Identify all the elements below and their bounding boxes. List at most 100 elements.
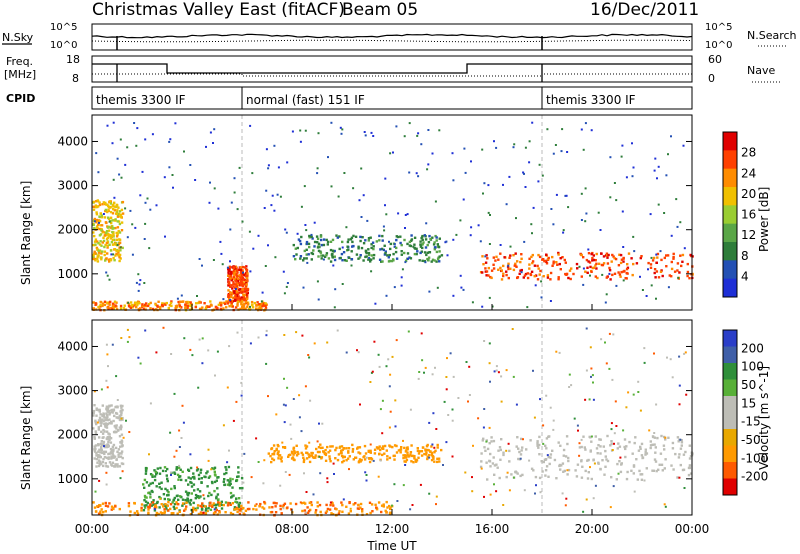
- velocity-cell-415: [193, 489, 196, 492]
- velocity-cell-903: [544, 458, 548, 461]
- velocity-cell-114: [110, 449, 113, 452]
- power-cell-1085: [520, 257, 523, 260]
- velocity-speckle-199: [507, 442, 510, 445]
- power-cell-930: [395, 246, 398, 250]
- power-cell-30: [100, 258, 103, 261]
- power-cell-135: [101, 241, 104, 244]
- power-cell-990: [317, 242, 321, 245]
- power-cell-847: [346, 240, 350, 244]
- velocity-cell-381: [189, 466, 193, 470]
- power-cell-257: [92, 257, 95, 261]
- velocity-cell-764: [290, 450, 294, 453]
- velocity-cell-587: [405, 458, 409, 462]
- power-cell-676: [165, 301, 168, 305]
- power-speckle-306: [168, 166, 171, 169]
- power-cell-714: [119, 307, 123, 310]
- power-cell-489: [235, 273, 238, 276]
- velocity-cell-201: [97, 443, 100, 446]
- power-speckle-244: [523, 172, 525, 175]
- velocity-cell-1235: [127, 502, 131, 505]
- power-cell-1162: [485, 270, 489, 273]
- power-speckle-23: [229, 299, 232, 301]
- velocity-cell-614: [369, 457, 373, 460]
- velocity-speckle-255: [137, 356, 140, 359]
- power-speckle-305: [316, 172, 319, 175]
- velocity-speckle-260: [576, 424, 579, 427]
- velocity-cell-1061: [199, 504, 202, 508]
- velocity-cell-38: [92, 409, 96, 413]
- power-cell-201: [99, 224, 102, 227]
- power-cell-147: [118, 238, 122, 242]
- power-cell-590: [175, 304, 179, 307]
- velocity-cell-1097: [246, 507, 250, 511]
- velocity-speckle-40: [257, 461, 260, 463]
- power-cell-534: [99, 305, 102, 308]
- power-cell-1251: [515, 265, 518, 268]
- velocity-cell-1089: [239, 507, 243, 510]
- cpid-modes: themis 3300 IF normal (fast) 151 IF themis…: [96, 87, 636, 109]
- velocity-cell-42: [119, 445, 122, 448]
- power-cell-399: [230, 284, 233, 287]
- velocity-cell-185: [120, 442, 123, 445]
- power-cell-699: [130, 304, 133, 307]
- velocity-cell-709: [329, 460, 332, 463]
- power-cell-1236: [567, 276, 570, 280]
- velocity-speckle-293: [255, 437, 258, 440]
- velocity-speckle-259: [265, 329, 268, 332]
- power-speckle-341: [631, 175, 634, 178]
- velocity-speckle-300: [431, 373, 434, 376]
- velocity-cell-170: [120, 462, 124, 465]
- power-cell-1296: [549, 278, 552, 281]
- velocity-cell-186: [98, 462, 101, 466]
- velocity-cell-1035: [689, 454, 693, 458]
- velocity-speckle-216: [312, 493, 315, 496]
- velocity-cell-269: [215, 497, 218, 500]
- power-cell-161: [120, 221, 124, 224]
- power-cell-1235: [509, 267, 512, 270]
- velocity-cell-1206: [349, 510, 352, 513]
- power-cell-1143: [595, 267, 598, 270]
- velocity-cell-1102: [110, 508, 113, 511]
- velocity-cell-907: [536, 440, 539, 443]
- velocity-cell-783: [482, 437, 485, 440]
- velocity-speckle-240: [594, 484, 597, 487]
- power-speckle-310: [487, 184, 490, 187]
- velocity-cell-1163: [281, 505, 285, 508]
- velocity-speckle-17: [568, 373, 571, 376]
- power-cell-1121: [611, 273, 614, 277]
- velocity-cell-1123: [280, 512, 283, 515]
- velocity-cell-1028: [499, 458, 502, 461]
- power-cell-1086: [537, 267, 540, 270]
- power-speckle-279: [425, 222, 428, 225]
- velocity-cell-264: [163, 497, 166, 501]
- velocity-cell-192: [92, 411, 95, 415]
- power-speckle-268: [118, 173, 121, 176]
- velocity-speckle-314: [391, 355, 394, 358]
- velocity-cell-824: [637, 449, 641, 452]
- velocity-speckle-51: [532, 369, 534, 372]
- velocity-speckle-18: [309, 399, 312, 402]
- velocity-cb-swatch-8: [723, 462, 737, 479]
- velocity-cell-1093: [167, 501, 170, 504]
- velocity-speckle-328: [379, 459, 382, 462]
- velocity-speckle-71: [207, 349, 210, 352]
- velocity-cell-1133: [129, 510, 132, 513]
- velocity-cell-609: [273, 450, 276, 453]
- power-cell-1142: [490, 276, 493, 280]
- velocity-cell-606: [413, 457, 416, 460]
- velocity-cell-1086: [347, 512, 351, 515]
- velocity-speckle-87: [420, 332, 423, 335]
- xtick-3: 12:00: [375, 522, 410, 536]
- power-speckle-90: [520, 271, 523, 274]
- power-cell-65: [95, 200, 98, 203]
- velocity-cell-670: [402, 456, 405, 460]
- velocity-cb-tick-1: 100: [741, 360, 764, 374]
- velocity-cell-223: [120, 413, 123, 416]
- velocity-cell-853: [534, 475, 538, 479]
- velocity-cell-31: [102, 457, 105, 461]
- velocity-cell-872: [538, 443, 541, 447]
- power-speckle-157: [267, 167, 270, 170]
- power-cell-1053: [551, 255, 554, 259]
